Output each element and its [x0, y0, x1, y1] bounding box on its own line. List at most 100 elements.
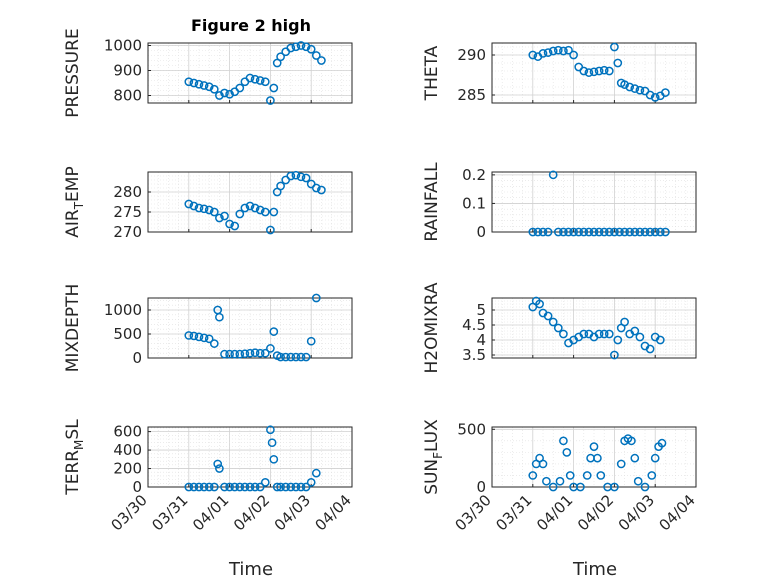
data-point — [589, 442, 599, 451]
data-point — [538, 459, 548, 469]
data-point — [301, 173, 311, 183]
data-point — [604, 227, 614, 237]
x-tick-label: 03/31 — [492, 491, 535, 534]
subplot-6: 3.544.55 H2OMIXRA — [422, 282, 697, 374]
data-point — [599, 227, 609, 237]
data-point — [564, 227, 573, 237]
data-point — [260, 478, 270, 487]
y-tick-label: 600 — [113, 423, 142, 441]
data-point — [579, 227, 589, 237]
data-point — [230, 349, 240, 359]
data-point — [286, 171, 296, 181]
y-tick-label: 0 — [132, 478, 142, 496]
data-point — [625, 82, 635, 92]
data-point — [291, 352, 301, 362]
data-point — [215, 312, 224, 322]
data-point — [630, 453, 640, 463]
data-point — [199, 482, 209, 492]
data-point — [213, 459, 223, 469]
data-point — [184, 482, 194, 492]
data-point — [255, 348, 265, 358]
data-point — [266, 96, 275, 105]
data-point — [559, 227, 568, 237]
axes-frame — [491, 171, 697, 233]
data-point — [655, 227, 665, 237]
x-tick-label: 04/04 — [312, 491, 355, 534]
y-tick-label: 500 — [113, 325, 142, 343]
y-axis-label: TERRMSL — [63, 419, 86, 496]
data-point — [569, 227, 578, 237]
data-point — [640, 482, 650, 492]
data-point — [610, 227, 619, 237]
data-point — [306, 478, 316, 487]
data-point — [250, 348, 260, 358]
data-point — [194, 482, 204, 492]
data-point — [306, 336, 316, 346]
data-point — [584, 227, 594, 237]
data-point — [311, 183, 321, 193]
data-point — [245, 348, 255, 358]
data-point — [245, 73, 255, 83]
data-point — [589, 227, 599, 237]
data-point — [610, 482, 619, 492]
axes-frame — [491, 42, 697, 104]
y-axis-label: MIXDEPTH — [63, 284, 83, 373]
data-point — [576, 482, 585, 492]
figure-title: Figure 2 high — [191, 16, 311, 35]
data-point — [635, 85, 645, 95]
data-point — [633, 476, 643, 486]
data-point — [199, 81, 209, 90]
data-point — [613, 335, 623, 345]
subplot-5: 0 500 1000 MIXDEPTH — [63, 284, 353, 373]
data-point — [594, 329, 604, 339]
y-tick-label: 270 — [113, 223, 142, 241]
data-point — [538, 49, 548, 58]
data-point — [569, 50, 578, 60]
y-tick-label: 0.2 — [462, 166, 486, 184]
data-point — [528, 227, 538, 237]
data-point — [630, 84, 640, 93]
x-tick-label: 03/31 — [148, 491, 191, 534]
data-point — [250, 203, 260, 213]
x-tick-label: 04/04 — [656, 491, 699, 534]
axes-frame — [147, 297, 353, 359]
data-point — [220, 211, 229, 221]
y-axis-label: THETA — [422, 45, 442, 101]
data-point — [650, 453, 660, 463]
y-axis-label: RAINFALL — [422, 162, 442, 242]
data-point — [215, 464, 224, 473]
x-tick-label: 04/02 — [574, 491, 617, 534]
data-point — [215, 91, 224, 100]
data-point — [620, 80, 629, 89]
x-tick-label: 04/03 — [615, 491, 658, 534]
data-point — [564, 45, 573, 55]
y-tick-label: 0 — [132, 349, 142, 367]
data-point — [189, 331, 199, 341]
data-point — [604, 329, 614, 339]
data-point — [301, 482, 311, 492]
data-point — [230, 221, 240, 231]
data-point — [204, 482, 214, 492]
subplot-4: 0 0.1 0.2 RAINFALL — [422, 162, 697, 242]
data-point — [589, 67, 599, 77]
data-point — [311, 293, 321, 303]
data-point — [579, 66, 589, 76]
data-point — [276, 181, 285, 191]
data-series — [528, 296, 665, 360]
data-point — [204, 205, 214, 215]
data-point — [562, 448, 572, 457]
data-point — [235, 482, 245, 492]
y-tick-label: 0 — [476, 478, 486, 496]
data-point — [604, 66, 614, 76]
data-point — [276, 352, 285, 362]
grid — [147, 43, 353, 103]
x-tick-label: 04/01 — [533, 491, 576, 534]
data-point — [291, 482, 301, 492]
data-point — [311, 51, 321, 60]
data-point — [220, 349, 229, 359]
x-tick-label: 04/01 — [189, 491, 232, 534]
subplot-2: 285 290 THETA — [422, 42, 697, 104]
data-point — [267, 438, 277, 448]
